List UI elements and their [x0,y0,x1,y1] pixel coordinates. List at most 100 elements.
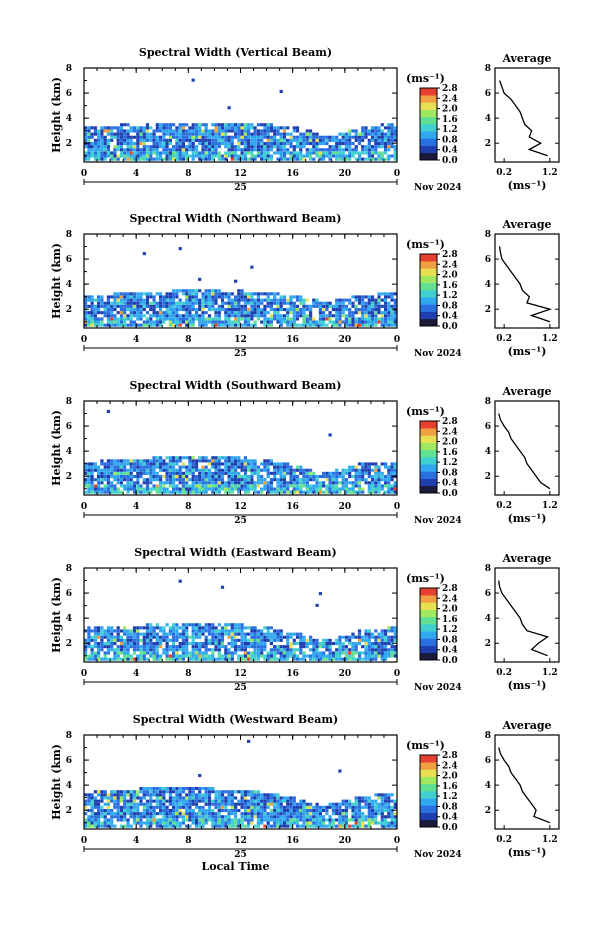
heatmap-cell [322,311,326,315]
colorbar-tick-label: 0.8 [442,468,458,478]
heatmap-cell [100,648,104,652]
heatmap-cell [149,151,153,155]
heatmap-cell [214,629,218,633]
heatmap-cell [269,308,273,312]
heatmap-cell [299,145,303,149]
heatmap-cell [175,648,179,652]
heatmap-cell [93,154,97,158]
heatmap-cell [106,648,110,652]
heatmap-cell [178,648,182,652]
heatmap-cell [367,484,371,488]
heatmap-cell [116,638,120,642]
heatmap-cell [380,132,384,136]
heatmap-cell [328,301,332,305]
heatmap-cell [279,487,283,491]
heatmap-cell [152,471,156,475]
heatmap-cell [97,635,101,639]
heatmap-cell [178,304,182,308]
heatmap-cell [243,129,247,133]
heatmap-cell [116,145,120,149]
heatmap-cell [123,157,127,161]
heatmap-cell [214,818,218,822]
heatmap-cell [165,490,169,494]
heatmap-cell [106,468,110,472]
heatmap-cell [237,484,241,488]
heatmap-cell [390,487,394,491]
heatmap-cell [289,632,293,636]
heatmap-cell [145,151,150,155]
heatmap-cell [119,465,124,469]
heatmap-cell [178,135,182,139]
heatmap-cell [116,471,120,475]
heatmap-cell [93,151,97,155]
heatmap-cell [93,320,97,324]
heatmap-cell [172,802,176,806]
heatmap-cell [309,135,313,139]
heatmap-cell [286,642,290,646]
heatmap-cell [220,815,225,819]
heatmap-cell [374,642,378,646]
heatmap-cell [172,818,176,822]
heatmap-cell [243,638,247,642]
heatmap-cell [168,645,172,649]
heatmap-cell [374,638,378,642]
heatmap-cell [256,154,260,158]
heatmap-cell [136,148,140,152]
heatmap-cell [364,642,368,646]
heatmap-cell [106,481,110,485]
heatmap-cell [237,295,241,299]
heatmap-cell [370,132,375,136]
heatmap-cell [181,148,185,152]
heatmap-cell [87,635,91,639]
heatmap-cell [348,638,352,642]
heatmap-cell [145,657,150,661]
heatmap-cell [110,632,114,636]
heatmap-cell [84,478,88,482]
heatmap-cell [325,304,329,308]
heatmap-cell [168,809,172,813]
heatmap-cell [204,145,208,149]
heatmap-cell [220,654,225,658]
heatmap-cell [292,799,296,803]
heatmap-cell [139,138,143,142]
heatmap-cell [207,632,212,636]
heatmap-cell [243,126,247,130]
heatmap-cell [211,487,215,491]
heatmap-cell [175,295,179,299]
heatmap-cell [380,809,384,813]
heatmap-cell [129,151,133,155]
heatmap-cell [204,456,208,460]
heatmap-cell [322,304,326,308]
heatmap-cell [380,642,384,646]
heatmap-cell [315,487,319,491]
heatmap-cell [387,132,391,136]
heatmap-cell [247,654,251,658]
heatmap-cell [139,292,143,296]
heatmap-cell [269,632,273,636]
heatmap-cell [234,459,238,463]
heatmap-cell [152,301,156,305]
heatmap-cell [97,645,101,649]
heatmap-cell [344,320,348,324]
x-tick-label: 8 [185,669,191,679]
heatmap-cell [234,295,238,299]
heatmap-cell [263,796,267,800]
heatmap-cell [237,475,241,479]
heatmap-cell [113,802,117,806]
heatmap-cell [126,802,130,806]
heatmap-cell [328,821,332,825]
heatmap-cell [191,478,195,482]
heatmap-cell [116,317,120,321]
y-tick-label: 8 [66,230,72,240]
heatmap-cell [299,301,303,305]
heatmap-cell [207,138,212,142]
heatmap-cell [162,304,166,308]
heatmap-cell [165,824,169,828]
heatmap-cell [188,298,192,302]
heatmap-cell [374,821,378,825]
heatmap-cell [207,809,212,813]
heatmap-cell [305,468,309,472]
heatmap-cell [243,459,247,463]
heatmap-cell [335,809,339,813]
heatmap-cell [172,314,176,318]
